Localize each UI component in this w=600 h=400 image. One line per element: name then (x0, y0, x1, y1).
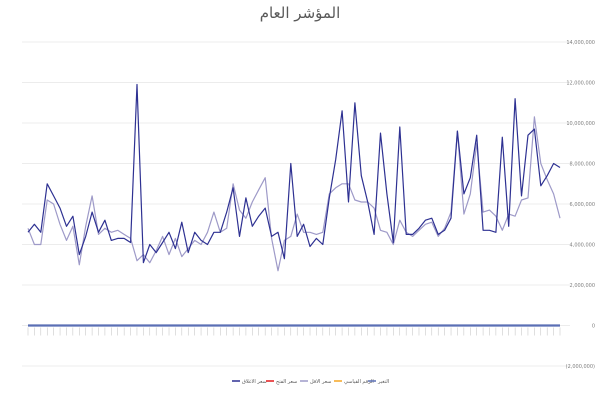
y-tick-label: 14,000,000 (566, 40, 595, 46)
grid-layer (22, 41, 570, 367)
series-line (27, 83, 561, 264)
legend-label: الرقم القياسي (344, 379, 374, 385)
y-tick-label: 0 (592, 324, 595, 330)
legend-label: سعر الاغلاق (242, 379, 267, 385)
y-tick-label: 6,000,000 (570, 202, 595, 208)
legend-label: سعر الاقل (310, 379, 331, 385)
legend: سعر الاغلاق سعر الفتح سعر الاقل الرقم القيا… (232, 379, 389, 385)
chart-title: المؤشر العام (259, 4, 341, 22)
y-tick-label: 8,000,000 (570, 162, 595, 168)
y-axis-ticks: 14,000,000 12,000,000 10,000,000 8,000,000 6… (566, 40, 595, 370)
series-layer (27, 83, 561, 327)
y-tick-label: (2,000,000) (566, 364, 595, 370)
legend-label: سعر الفتح (276, 379, 297, 385)
y-tick-label: 12,000,000 (566, 81, 595, 87)
y-tick-label: 4,000,000 (570, 243, 595, 249)
y-tick-label: 2,000,000 (570, 283, 595, 289)
legend-label: التغير (377, 379, 389, 385)
series-line (27, 116, 561, 272)
x-axis-ticks (27, 327, 561, 336)
y-tick-label: 10,000,000 (566, 121, 595, 127)
